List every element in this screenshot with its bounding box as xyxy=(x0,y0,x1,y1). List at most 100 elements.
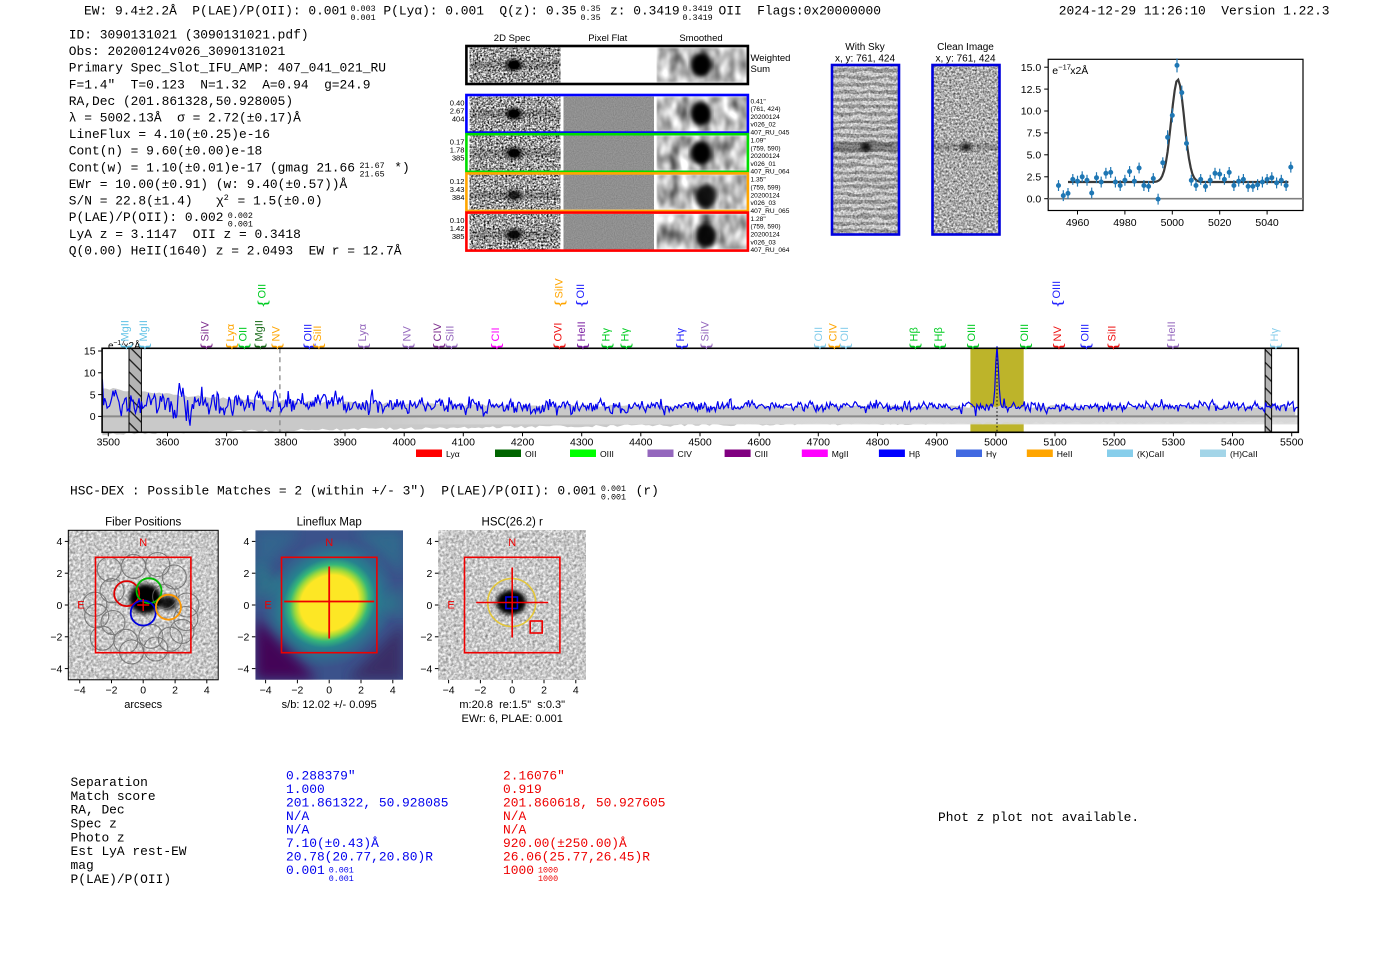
svg-text:Lineflux Map: Lineflux Map xyxy=(297,517,362,529)
svg-text:MgII: MgII xyxy=(138,320,150,341)
svg-text:OIII: OIII xyxy=(966,324,978,342)
svg-text:4: 4 xyxy=(427,536,433,548)
svg-text:Fiber Positions: Fiber Positions xyxy=(105,517,181,529)
svg-text:0.001: 0.001 xyxy=(601,484,626,494)
svg-text:1.42: 1.42 xyxy=(450,224,465,233)
svg-text:{: { xyxy=(400,343,415,350)
svg-text:7.10(±0.43)Å: 7.10(±0.43)Å xyxy=(286,836,379,851)
svg-text:{: { xyxy=(932,343,947,350)
svg-text:4400: 4400 xyxy=(629,437,653,449)
svg-text:2.67: 2.67 xyxy=(450,107,465,116)
svg-text:3900: 3900 xyxy=(333,437,357,449)
svg-text:v026_01: v026_01 xyxy=(751,161,777,168)
svg-text:CIV: CIV xyxy=(828,323,840,342)
svg-text:{: { xyxy=(1268,343,1283,350)
svg-text:{: { xyxy=(1165,343,1180,350)
svg-text:2: 2 xyxy=(56,568,62,580)
svg-text:404: 404 xyxy=(452,115,465,124)
svg-text:RA, Dec: RA, Dec xyxy=(71,803,125,818)
svg-text:{: { xyxy=(552,300,567,307)
svg-text:4900: 4900 xyxy=(925,437,949,449)
svg-text:{: { xyxy=(301,343,316,350)
svg-text:MgII: MgII xyxy=(119,320,131,341)
svg-text:Cont(w) = 1.10(±0.01)e-17 (gma: Cont(w) = 1.10(±0.01)e-17 (gmag 21.66 xyxy=(69,160,355,175)
svg-text:{: { xyxy=(236,343,251,350)
svg-text:0.003: 0.003 xyxy=(351,4,376,14)
svg-text:0.001: 0.001 xyxy=(329,866,354,876)
svg-text:0: 0 xyxy=(140,684,146,696)
svg-text:2: 2 xyxy=(172,684,178,696)
svg-text:N/A: N/A xyxy=(286,823,309,838)
svg-text:EWr: 6, PLAE: 0.001: EWr: 6, PLAE: 0.001 xyxy=(462,713,563,725)
svg-text:−4: −4 xyxy=(443,684,455,696)
svg-text:OIII: OIII xyxy=(1080,324,1092,342)
svg-text:4980: 4980 xyxy=(1113,217,1137,229)
svg-text:0.41": 0.41" xyxy=(751,98,767,105)
svg-text:385: 385 xyxy=(452,154,465,163)
svg-text:−4: −4 xyxy=(260,684,272,696)
svg-text:Match score: Match score xyxy=(71,789,156,804)
svg-text:HSC-DEX : Possible Matches = 2: HSC-DEX : Possible Matches = 2 (within +… xyxy=(70,484,596,499)
svg-text:N: N xyxy=(325,537,333,549)
svg-text:10.0: 10.0 xyxy=(1021,106,1042,118)
svg-text:1000: 1000 xyxy=(538,874,558,884)
svg-text:{: { xyxy=(1078,343,1093,350)
svg-text:x2Å: x2Å xyxy=(124,339,142,352)
svg-text:{: { xyxy=(118,343,133,350)
svg-text:15.0: 15.0 xyxy=(1021,62,1042,74)
svg-text:Hγ: Hγ xyxy=(986,449,997,459)
svg-text:CII: CII xyxy=(490,327,502,341)
svg-text:S/N = 22.8(±1.4): S/N = 22.8(±1.4) xyxy=(69,194,193,209)
svg-text:407_RU_064: 407_RU_064 xyxy=(751,247,790,254)
svg-text:MgII: MgII xyxy=(832,449,849,459)
svg-text:{: { xyxy=(1018,343,1033,350)
svg-text:SiIV: SiIV xyxy=(200,321,212,342)
svg-text:Hγ: Hγ xyxy=(601,328,613,342)
svg-text:P(LAE)/P(OII): 0.002: P(LAE)/P(OII): 0.002 xyxy=(69,210,224,225)
svg-text:Hγ: Hγ xyxy=(620,328,632,342)
svg-text:407_RU_045: 407_RU_045 xyxy=(751,130,790,137)
svg-text:HeII: HeII xyxy=(1166,321,1178,341)
svg-text:N/A: N/A xyxy=(503,823,526,838)
svg-text:0.001: 0.001 xyxy=(228,219,253,229)
svg-text:−2: −2 xyxy=(420,632,432,644)
svg-text:0: 0 xyxy=(244,600,250,612)
svg-text:e: e xyxy=(1052,65,1058,77)
svg-text:4000: 4000 xyxy=(393,437,417,449)
svg-text:OVI: OVI xyxy=(552,323,564,342)
svg-text:4: 4 xyxy=(204,684,210,696)
svg-text:20200124: 20200124 xyxy=(751,114,781,121)
svg-text:v026_02: v026_02 xyxy=(751,122,777,129)
svg-text:(K)CaII: (K)CaII xyxy=(1137,449,1164,459)
svg-text:arcsecs: arcsecs xyxy=(124,699,162,711)
svg-text:0.12: 0.12 xyxy=(450,177,465,186)
svg-text:26.06(25.77,26.45)R: 26.06(25.77,26.45)R xyxy=(503,850,650,865)
svg-text:Hβ: Hβ xyxy=(908,327,920,341)
svg-text:{: { xyxy=(269,343,284,350)
svg-text:4500: 4500 xyxy=(688,437,712,449)
svg-text:NV: NV xyxy=(271,326,283,342)
svg-text:10: 10 xyxy=(84,368,96,380)
svg-text:1.09": 1.09" xyxy=(751,138,767,145)
svg-text:(759, 590): (759, 590) xyxy=(751,145,781,152)
svg-text:{: { xyxy=(551,343,566,350)
svg-text:4: 4 xyxy=(244,536,250,548)
svg-text:5: 5 xyxy=(90,389,96,401)
svg-text:−2: −2 xyxy=(291,684,303,696)
svg-text:2: 2 xyxy=(224,193,229,203)
svg-text:3500: 3500 xyxy=(97,437,121,449)
svg-text:−2: −2 xyxy=(237,632,249,644)
svg-text:F=1.4" T=0.123 N=1.32 A=0.9: F=1.4" T=0.123 N=1.32 A=0.94 g=24.9 xyxy=(69,77,371,92)
svg-text:3.43: 3.43 xyxy=(450,185,465,194)
svg-text:z: 0.3419: z: 0.3419 xyxy=(610,4,680,19)
svg-text:4600: 4600 xyxy=(748,437,772,449)
svg-text:OII: OII xyxy=(257,284,269,299)
svg-text:v026_03: v026_03 xyxy=(751,239,777,246)
svg-text:Hβ: Hβ xyxy=(909,449,920,459)
svg-text:Q(0.00) HeII(1640) z = 2.0493: Q(0.00) HeII(1640) z = 2.0493 EW r = 12.… xyxy=(69,244,402,259)
svg-text:EWr = 10.00(±0.91) (w: 9.40(±0: EWr = 10.00(±0.91) (w: 9.40(±0.57))Å xyxy=(69,177,348,192)
svg-text:N: N xyxy=(508,537,516,549)
svg-text:Weighted: Weighted xyxy=(751,53,791,64)
svg-text:20.78(20.77,20.80)R: 20.78(20.77,20.80)R xyxy=(286,850,433,865)
svg-text:0: 0 xyxy=(509,684,515,696)
